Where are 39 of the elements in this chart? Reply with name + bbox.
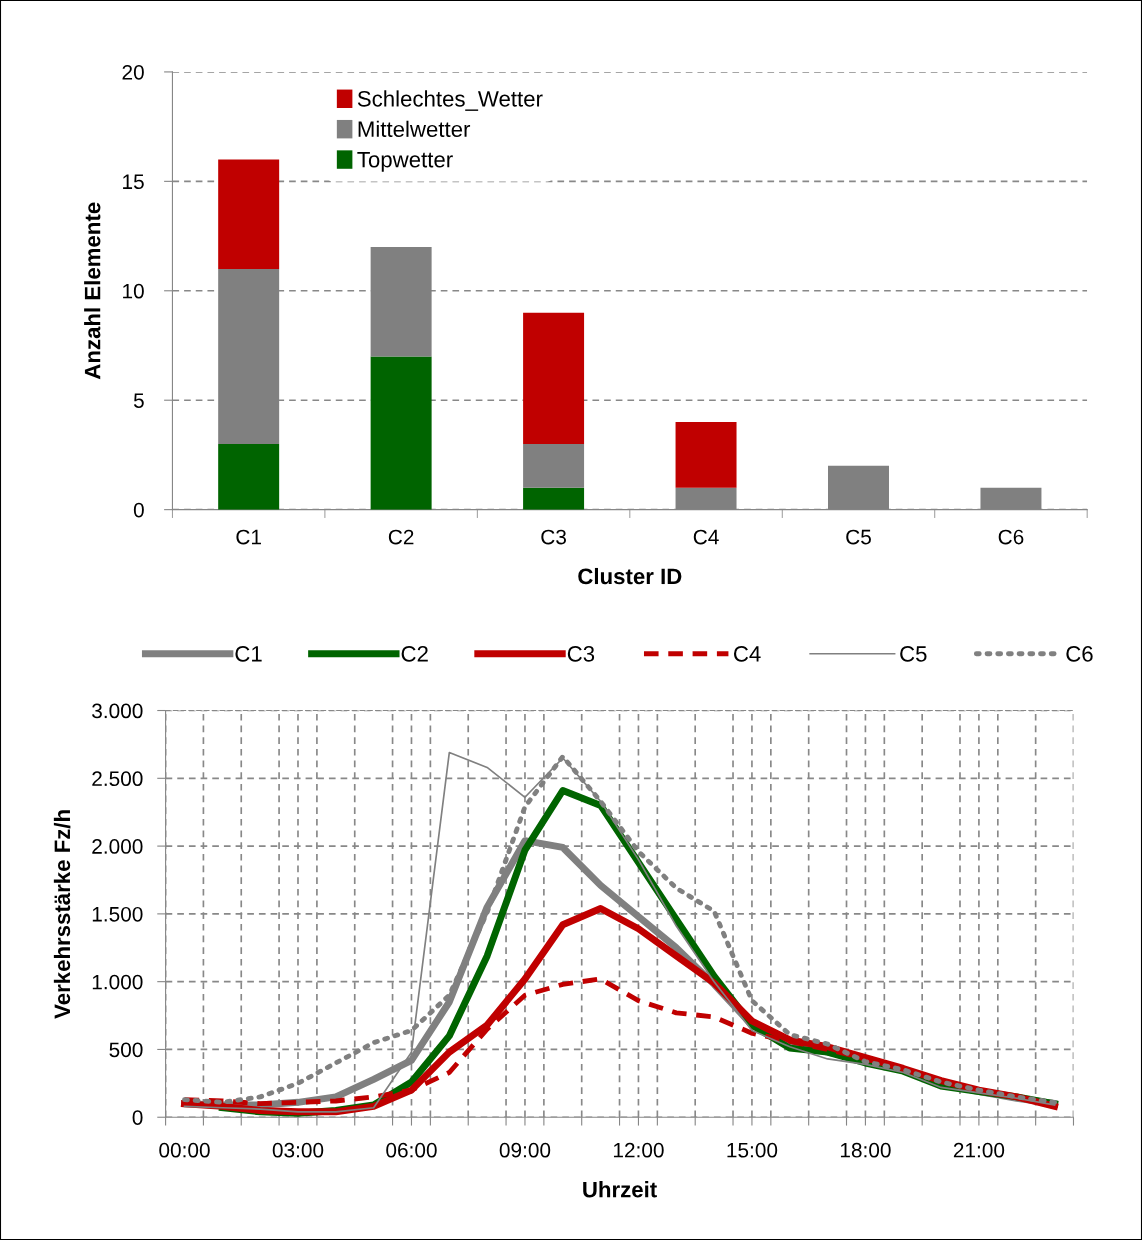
legend-label: C2 xyxy=(401,645,428,662)
legend-label: C5 xyxy=(900,645,927,662)
x-axis-title: Cluster ID xyxy=(578,567,682,585)
y-tick-label: 20 xyxy=(122,64,144,80)
x-tick-label: C1 xyxy=(236,529,261,545)
y-tick-label: 2.000 xyxy=(92,839,143,854)
y-tick-label: 5 xyxy=(133,393,144,408)
legend-label: Topwetter xyxy=(357,151,453,172)
x-tick-label: C4 xyxy=(693,529,719,545)
x-tick-label: 21:00 xyxy=(953,1142,1005,1158)
x-axis-title: Uhrzeit xyxy=(583,1181,657,1198)
x-tick-label: 09:00 xyxy=(499,1142,551,1158)
y-tick-label: 1.500 xyxy=(92,906,143,922)
x-tick-label: C5 xyxy=(846,529,871,545)
legend-label: C3 xyxy=(567,645,595,662)
y-tick-label: 2.500 xyxy=(92,771,143,787)
y-tick-label: 500 xyxy=(109,1042,143,1058)
y-tick-label: 10 xyxy=(123,283,144,299)
y-axis-title: Verkehrsstärke Fz/h xyxy=(53,810,71,1019)
legend-label: C1 xyxy=(235,645,262,662)
legend-label: Mittelwetter xyxy=(358,120,471,138)
x-tick-label: 12:00 xyxy=(613,1142,664,1158)
x-tick-label: 15:00 xyxy=(727,1142,778,1158)
legend-label: C6 xyxy=(1066,645,1093,662)
x-tick-label: 06:00 xyxy=(386,1142,437,1158)
y-tick-label: 0 xyxy=(132,1110,143,1125)
x-tick-label: 18:00 xyxy=(840,1142,891,1158)
y-tick-label: 0 xyxy=(133,502,144,518)
x-tick-label: 03:00 xyxy=(272,1142,324,1158)
y-tick-label: 15 xyxy=(123,174,144,190)
y-tick-label: 1.000 xyxy=(92,974,143,990)
legend-label: Schlechtes_Wetter xyxy=(357,90,543,111)
legend-label: C4 xyxy=(734,645,761,662)
x-tick-label: C6 xyxy=(998,529,1024,545)
x-tick-label: 00:00 xyxy=(159,1142,210,1158)
y-tick-label: 3.000 xyxy=(92,703,143,719)
x-tick-label: C2 xyxy=(388,529,414,545)
x-tick-label: C3 xyxy=(541,529,566,545)
y-axis-title: Anzahl Elemente xyxy=(84,202,101,380)
